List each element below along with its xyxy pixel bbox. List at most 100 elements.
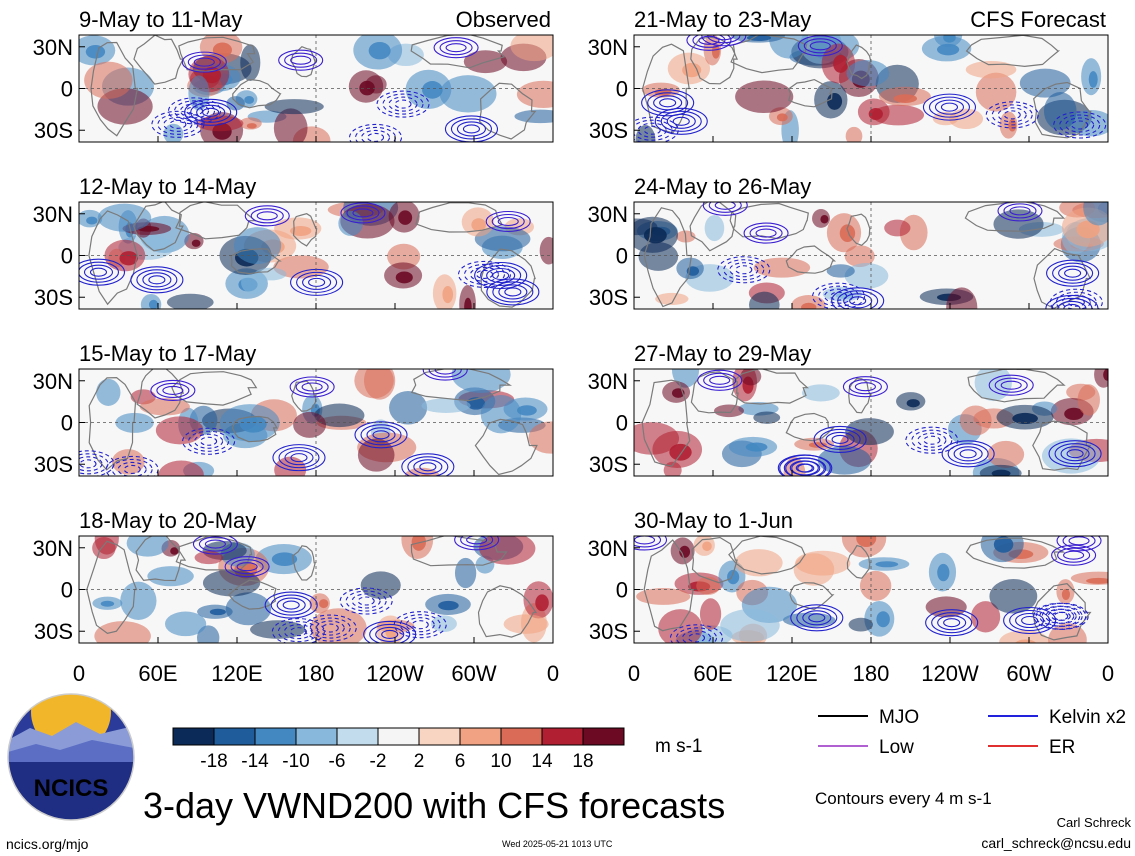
- kelvin-contour: [163, 116, 193, 132]
- anomaly-core: [643, 227, 667, 244]
- kelvin-contour: [729, 262, 759, 278]
- kelvin-contour: [278, 49, 324, 71]
- kelvin-contour: [707, 35, 741, 44]
- coastline: [785, 412, 835, 442]
- anomaly-blob: [360, 571, 401, 599]
- coastline: [410, 536, 508, 567]
- kelvin-contour: [321, 623, 339, 633]
- kelvin-contour: [698, 35, 720, 45]
- x-tick-label: 60E: [138, 661, 177, 686]
- colorbar-swatch: [295, 727, 338, 746]
- kelvin-contour: [701, 35, 747, 47]
- anomaly-blob: [1068, 110, 1108, 137]
- kelvin-contour: [830, 291, 848, 301]
- anomaly-blob: [421, 398, 471, 413]
- anomaly-core: [86, 216, 98, 225]
- anomaly-blob: [782, 612, 836, 628]
- kelvin-contour: [162, 385, 184, 395]
- panel-6: 30N 0 30S 24-May to 26-May: [588, 174, 1109, 310]
- kelvin-contour: [79, 456, 103, 472]
- kelvin-contour: [382, 93, 424, 115]
- coastline: [136, 369, 185, 419]
- kelvin-contour: [634, 536, 662, 548]
- kelvin-contour: [456, 121, 487, 137]
- anomaly-core: [442, 285, 454, 304]
- kelvin-contour: [1045, 608, 1075, 624]
- anomaly-blob: [273, 108, 308, 142]
- kelvin-contour: [295, 379, 329, 395]
- anomaly-core: [1086, 577, 1108, 584]
- anomaly-blob: [1083, 202, 1108, 226]
- kelvin-contour: [1009, 609, 1051, 632]
- contour-note: Contours every 4 m s-1: [815, 789, 992, 808]
- kelvin-contour: [181, 51, 227, 73]
- kelvin-contour: [194, 433, 224, 449]
- anomaly-blob: [539, 236, 553, 265]
- kelvin-contour: [363, 620, 417, 643]
- kelvin-contour: [941, 440, 995, 468]
- kelvin-contour: [151, 110, 205, 138]
- kelvin-contour: [366, 427, 396, 443]
- anomaly-core: [711, 44, 720, 59]
- anomaly-core: [239, 415, 267, 433]
- email[interactable]: carl_schreck@ncsu.edu: [981, 835, 1131, 851]
- kelvin-contour: [997, 202, 1043, 222]
- y-tick-label: 0: [61, 77, 73, 102]
- kelvin-contour: [375, 626, 405, 642]
- kelvin-contour: [743, 222, 789, 244]
- figure-title: 3-day VWND200 with CFS forecasts: [143, 785, 725, 826]
- kelvin-contour: [672, 116, 690, 126]
- kelvin-contour: [366, 132, 385, 142]
- kelvin-contour: [399, 614, 441, 636]
- anomaly-core: [679, 545, 691, 558]
- y-tick-label: 30S: [589, 452, 628, 477]
- kelvin-contour: [315, 620, 345, 636]
- anomaly-blob: [459, 285, 476, 309]
- kelvin-contour: [1039, 605, 1081, 627]
- kelvin-contour: [923, 435, 941, 445]
- kelvin-contour: [813, 425, 867, 454]
- panel-label: 18-May to 20-May: [79, 508, 256, 533]
- y-tick-label: 30S: [589, 285, 628, 310]
- anomaly-blob: [479, 536, 536, 565]
- x-tick-label: 180: [853, 661, 890, 686]
- coastline: [232, 78, 282, 109]
- colorbar-label: 18: [572, 751, 593, 772]
- coastline: [848, 377, 872, 414]
- panel-7: 30N 0 30S 27-May to 29-May: [588, 341, 1109, 477]
- anomaly-blob: [158, 460, 204, 476]
- kelvin-contour: [749, 225, 783, 241]
- anomaly-blob: [753, 411, 781, 424]
- y-tick-label: 30N: [588, 369, 628, 394]
- kelvin-contour: [278, 447, 320, 469]
- anomaly-blob: [454, 557, 477, 589]
- kelvin-contour: [167, 97, 222, 125]
- anomaly-blob: [354, 369, 394, 399]
- anomaly-core: [398, 210, 413, 225]
- panel-label: 15-May to 17-May: [79, 341, 256, 366]
- kelvin-contour: [354, 421, 408, 449]
- kelvin-contour: [187, 54, 221, 70]
- kelvin-contour: [340, 202, 386, 224]
- anomaly-core: [1015, 639, 1037, 643]
- colorbar-swatch: [213, 727, 256, 746]
- kelvin-contour: [413, 459, 443, 475]
- kelvin-contour: [647, 92, 689, 114]
- anomaly-core: [1103, 369, 1108, 381]
- anomaly-core: [669, 443, 692, 461]
- anomaly-blob: [699, 598, 722, 630]
- colorbar-units: m s-1: [655, 736, 703, 757]
- anomaly-blob: [946, 287, 978, 309]
- column-label: CFS Forecast: [970, 7, 1106, 32]
- kelvin-contour: [302, 274, 332, 290]
- anomaly-blob: [636, 588, 691, 605]
- colorbar-label: -2: [370, 751, 387, 772]
- kelvin-contour: [1000, 380, 1022, 390]
- kelvin-contour: [497, 216, 519, 227]
- anomaly-blob: [965, 60, 1017, 79]
- coastline: [690, 371, 739, 414]
- colorbar: -18 -14 -10 -6 -2 2 6 10 14 18 m s-1: [172, 727, 703, 772]
- site-link[interactable]: ncics.org/mjo: [6, 836, 89, 852]
